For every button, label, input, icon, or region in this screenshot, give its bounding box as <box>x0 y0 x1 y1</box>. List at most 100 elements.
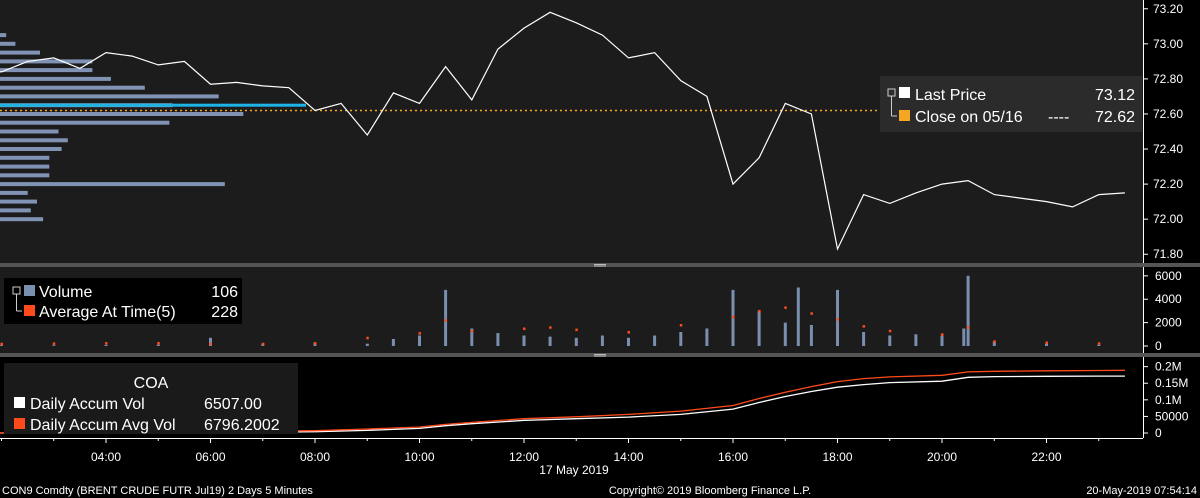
footer-bar <box>0 484 1200 498</box>
volume-swatch <box>24 285 35 296</box>
x-tick-label: 04:00 <box>91 450 121 464</box>
profile-bar <box>0 173 50 178</box>
volume-bar <box>209 337 212 346</box>
x-tick-label: 20:00 <box>927 450 957 464</box>
x-tick-label: 06:00 <box>195 450 225 464</box>
avg-at-time-dot <box>862 325 866 328</box>
avg-at-time-dot <box>209 342 212 346</box>
y-tick-label: 6000 <box>1155 269 1182 283</box>
profile-bar <box>0 182 225 187</box>
avg-at-time-dot <box>1097 342 1101 345</box>
y-tick-label: 72.80 <box>1153 72 1183 86</box>
volume-bar <box>836 289 839 346</box>
avg-value: 228 <box>211 304 238 321</box>
profile-bar <box>0 33 7 38</box>
accum-legend[interactable]: COA Daily Accum Vol 6507.00 Daily Accum … <box>4 363 298 434</box>
y-tick-label: 0 <box>1155 426 1162 440</box>
x-tick-label: 12:00 <box>509 450 539 464</box>
profile-bar <box>0 155 50 160</box>
x-tick-label: 18:00 <box>822 450 852 464</box>
avg-at-time-dot <box>732 315 735 319</box>
avg-label: Average At Time(5) <box>39 304 176 321</box>
avg-at-time-dot <box>627 331 630 334</box>
profile-bar <box>0 41 16 46</box>
y-tick-label: 71.80 <box>1153 247 1183 261</box>
y-tick-label: 2000 <box>1155 316 1182 330</box>
y-tick-label: 73.20 <box>1153 2 1183 16</box>
close-label: Close on 05/16 <box>915 109 1023 126</box>
volume-bar <box>783 322 787 346</box>
avg-at-time-dot <box>418 332 421 335</box>
y-tick-label: 72.00 <box>1153 212 1183 226</box>
avg-at-time-dot <box>784 306 787 309</box>
profile-bar <box>0 94 219 99</box>
volume-bar <box>365 343 369 346</box>
accum-vol-swatch <box>14 397 25 408</box>
profile-bar <box>0 147 62 151</box>
x-tick-label: 16:00 <box>718 450 748 464</box>
volume-bar <box>966 275 970 346</box>
y-tick-label: 72.60 <box>1153 107 1183 121</box>
volume-bar <box>391 339 395 346</box>
time-x-axis: 04:00 06:00 08:00 10:00 12:00 14:00 16:00 18:00… <box>1 438 1100 464</box>
avg-at-time-dot <box>157 342 160 345</box>
avg-at-time-dot <box>967 326 970 329</box>
close-value: 72.62 <box>1095 109 1135 126</box>
avg-at-time-dot <box>523 327 526 330</box>
last-price-value: 73.12 <box>1095 87 1135 104</box>
accum-avg-swatch <box>14 418 25 429</box>
footer-copyright: Copyright© 2019 Bloomberg Finance L.P. <box>609 485 811 497</box>
avg-at-time-dot <box>1045 341 1048 344</box>
volume-bar <box>496 333 500 346</box>
avg-at-time-dot <box>105 342 108 345</box>
volume-bar <box>52 345 56 346</box>
close-swatch <box>899 110 910 121</box>
avg-at-time-dot <box>810 312 813 315</box>
volume-bar <box>574 337 578 346</box>
accum-avg-label: Daily Accum Avg Vol <box>30 417 176 434</box>
avg-at-time-dot <box>836 318 839 321</box>
volume-bar <box>962 328 966 346</box>
volume-bar <box>796 287 800 346</box>
avg-at-time-dot <box>549 326 552 329</box>
avg-at-time-dot <box>758 309 761 313</box>
volume-bar <box>679 332 683 346</box>
avg-at-time-dot <box>941 333 944 336</box>
last-price-line <box>0 11 1125 251</box>
profile-bar <box>0 68 93 73</box>
profile-bar <box>0 190 28 195</box>
volume-bar <box>705 328 709 346</box>
profile-bar <box>0 217 44 222</box>
y-tick-label: 72.20 <box>1153 177 1183 191</box>
volume-bar <box>0 345 3 346</box>
accum-vol-line <box>0 375 1125 434</box>
resize-grip-icon[interactable] <box>594 264 606 357</box>
profile-bar <box>0 85 145 90</box>
volume-bar <box>757 310 761 346</box>
y-tick-label: 72.40 <box>1153 142 1183 156</box>
volume-bar <box>992 341 996 346</box>
avg-at-time-dot <box>444 319 448 322</box>
volume-bar <box>1045 343 1048 346</box>
volume-bar <box>940 335 944 346</box>
volume-legend[interactable]: Volume 106 Average At Time(5) 228 <box>4 278 242 324</box>
profile-bar <box>0 50 40 55</box>
volume-bar <box>156 344 160 346</box>
profile-bar <box>0 164 50 169</box>
accum-avg-line <box>0 369 1125 434</box>
y-tick-label: 0.15M <box>1155 376 1188 390</box>
footer-ticker: CON9 Comdty (BRENT CRUDE FUTR Jul19) 2 D… <box>2 485 313 497</box>
volume-value: 106 <box>211 284 238 301</box>
accum-legend-title: COA <box>134 375 169 392</box>
volume-bar <box>104 344 108 346</box>
avg-at-time-dot <box>470 329 474 333</box>
price-plot <box>0 11 1143 251</box>
avg-at-time-dot <box>888 329 892 333</box>
price-legend[interactable]: Last Price 73.12 Close on 05/16 ---- 72.… <box>880 76 1142 132</box>
accum-plot <box>0 369 1125 434</box>
accum-vol-value: 6507.00 <box>204 396 262 413</box>
y-tick-label: 0.2M <box>1155 360 1182 374</box>
footer-timestamp: 20-May-2019 07:54:14 <box>1086 485 1197 497</box>
avg-at-time-dot <box>575 328 578 332</box>
